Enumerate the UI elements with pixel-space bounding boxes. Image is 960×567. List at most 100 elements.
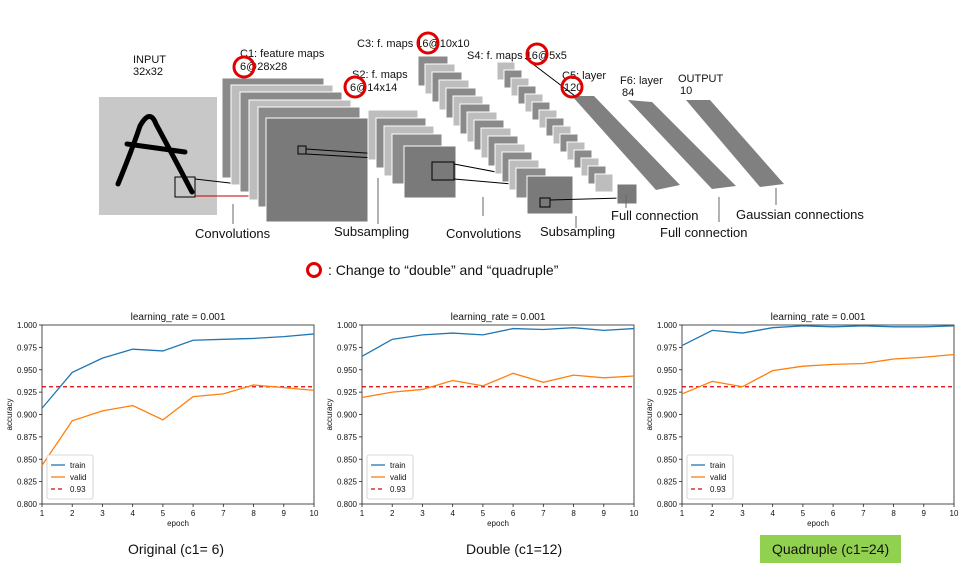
- x-tick-label: 5: [801, 509, 806, 518]
- x-tick-label: 8: [251, 509, 256, 518]
- caption-quadruple: Quadruple (c1=24): [760, 535, 902, 563]
- op-subsampling-1: Subsampling: [334, 224, 409, 239]
- x-axis-label: epoch: [167, 519, 189, 528]
- legend-label: train: [710, 461, 726, 470]
- y-tick-label: 1.000: [17, 321, 38, 330]
- y-tick-label: 0.800: [17, 500, 38, 509]
- op-full-connection-1: Full connection: [611, 208, 698, 223]
- red-circle-icon: [306, 262, 322, 278]
- highlight-ring-c3: [416, 31, 440, 55]
- input-receptive-field: [174, 176, 196, 198]
- series-line-valid: [681, 353, 955, 395]
- x-tick-label: 9: [922, 509, 927, 518]
- y-axis-label: accuracy: [5, 398, 14, 430]
- highlight-ring-c1: [232, 55, 256, 79]
- legend-label: 0.93: [70, 485, 86, 494]
- x-tick-label: 9: [282, 509, 287, 518]
- y-tick-label: 0.800: [337, 500, 358, 509]
- y-tick-label: 0.925: [657, 388, 678, 397]
- accuracy-chart-double: learning_rate = 0.001 0.800 0.825 0.850 0.87…: [325, 312, 639, 528]
- series-line-valid: [361, 372, 635, 399]
- highlight-ring-c5: [560, 75, 584, 99]
- x-tick-label: 10: [950, 509, 959, 518]
- x-tick-label: 8: [891, 509, 896, 518]
- y-tick-label: 0.850: [17, 455, 38, 464]
- op-gaussian-connections: Gaussian connections: [736, 207, 864, 222]
- x-tick-label: 1: [360, 509, 365, 518]
- y-tick-label: 0.975: [17, 343, 38, 352]
- c5-label: C5: layer: [562, 70, 606, 82]
- y-tick-label: 0.875: [17, 433, 38, 442]
- legend-label: valid: [710, 473, 726, 482]
- x-tick-label: 7: [861, 509, 866, 518]
- x-tick-label: 4: [770, 509, 775, 518]
- x-axis-label: epoch: [487, 519, 509, 528]
- c3-feature-maps: [417, 55, 574, 215]
- x-tick-label: 3: [740, 509, 745, 518]
- y-tick-label: 1.000: [337, 321, 358, 330]
- legend-label: valid: [70, 473, 86, 482]
- legend-label: train: [70, 461, 86, 470]
- x-tick-label: 1: [680, 509, 685, 518]
- output-size-label: 10: [680, 85, 692, 97]
- y-tick-label: 0.875: [337, 433, 358, 442]
- y-tick-label: 0.850: [657, 455, 678, 464]
- c3-label: C3: f. maps 16@10x10: [357, 38, 470, 50]
- x-tick-label: 2: [70, 509, 75, 518]
- series-line-train: [361, 327, 635, 357]
- y-axis-label: accuracy: [645, 398, 654, 430]
- series-line-valid: [41, 384, 315, 466]
- series-line-train: [681, 325, 955, 347]
- x-tick-label: 1: [40, 509, 45, 518]
- chart-title: learning_rate = 0.001: [131, 312, 226, 323]
- legend-label: 0.93: [710, 485, 726, 494]
- legend-box: [46, 454, 94, 500]
- s2-label: S2: f. maps: [352, 69, 408, 81]
- change-note: : Change to “double” and “quadruple”: [306, 258, 558, 282]
- y-tick-label: 0.925: [17, 388, 38, 397]
- output-label: OUTPUT: [678, 73, 724, 85]
- series-line-train: [41, 333, 315, 409]
- gaussian-connection: [686, 100, 784, 187]
- x-tick-label: 3: [100, 509, 105, 518]
- x-tick-label: 4: [130, 509, 135, 518]
- c1-size-label: 6@28x28: [240, 61, 287, 73]
- input-size-label: 32x32: [133, 66, 163, 78]
- op-full-connection-2: Full connection: [660, 225, 747, 240]
- x-tick-label: 5: [481, 509, 486, 518]
- x-tick-label: 2: [710, 509, 715, 518]
- y-tick-label: 0.950: [17, 366, 38, 375]
- f6-f7-connection: [628, 100, 736, 189]
- x-tick-label: 2: [390, 509, 395, 518]
- c1-label: C1: feature maps: [240, 48, 325, 60]
- y-tick-label: 0.975: [657, 343, 678, 352]
- legend-label: 0.93: [390, 485, 406, 494]
- y-axis-label: accuracy: [325, 398, 334, 430]
- f6-size-label: 84: [622, 87, 634, 99]
- c5-size-label: 120: [564, 82, 582, 94]
- y-tick-label: 0.875: [657, 433, 678, 442]
- op-subsampling-2: Subsampling: [540, 224, 615, 239]
- x-tick-label: 9: [602, 509, 607, 518]
- x-tick-label: 6: [511, 509, 516, 518]
- x-tick-label: 7: [221, 509, 226, 518]
- y-tick-label: 0.900: [657, 411, 678, 420]
- s2-feature-maps: [367, 109, 457, 199]
- legend-label: train: [390, 461, 406, 470]
- x-tick-label: 6: [831, 509, 836, 518]
- lenet-architecture-diagram: INPUT 32x32 C1: feature maps 6@28x28 S2:…: [99, 31, 864, 241]
- accuracy-chart-original: learning_rate = 0.001 0.800 0.825 0.850 0.87…: [5, 312, 319, 528]
- y-tick-label: 0.900: [337, 411, 358, 420]
- op-convolutions-1: Convolutions: [195, 226, 271, 241]
- input-image: [99, 97, 217, 215]
- f6-label: F6: layer: [620, 75, 663, 87]
- input-label: INPUT: [133, 54, 166, 66]
- y-tick-label: 0.950: [657, 366, 678, 375]
- chart-title: learning_rate = 0.001: [451, 312, 546, 323]
- y-tick-label: 0.850: [337, 455, 358, 464]
- legend-box: [686, 454, 734, 500]
- change-note-text: : Change to “double” and “quadruple”: [328, 262, 559, 278]
- y-tick-label: 0.925: [337, 388, 358, 397]
- x-tick-label: 3: [420, 509, 425, 518]
- c1-feature-maps: [221, 77, 369, 223]
